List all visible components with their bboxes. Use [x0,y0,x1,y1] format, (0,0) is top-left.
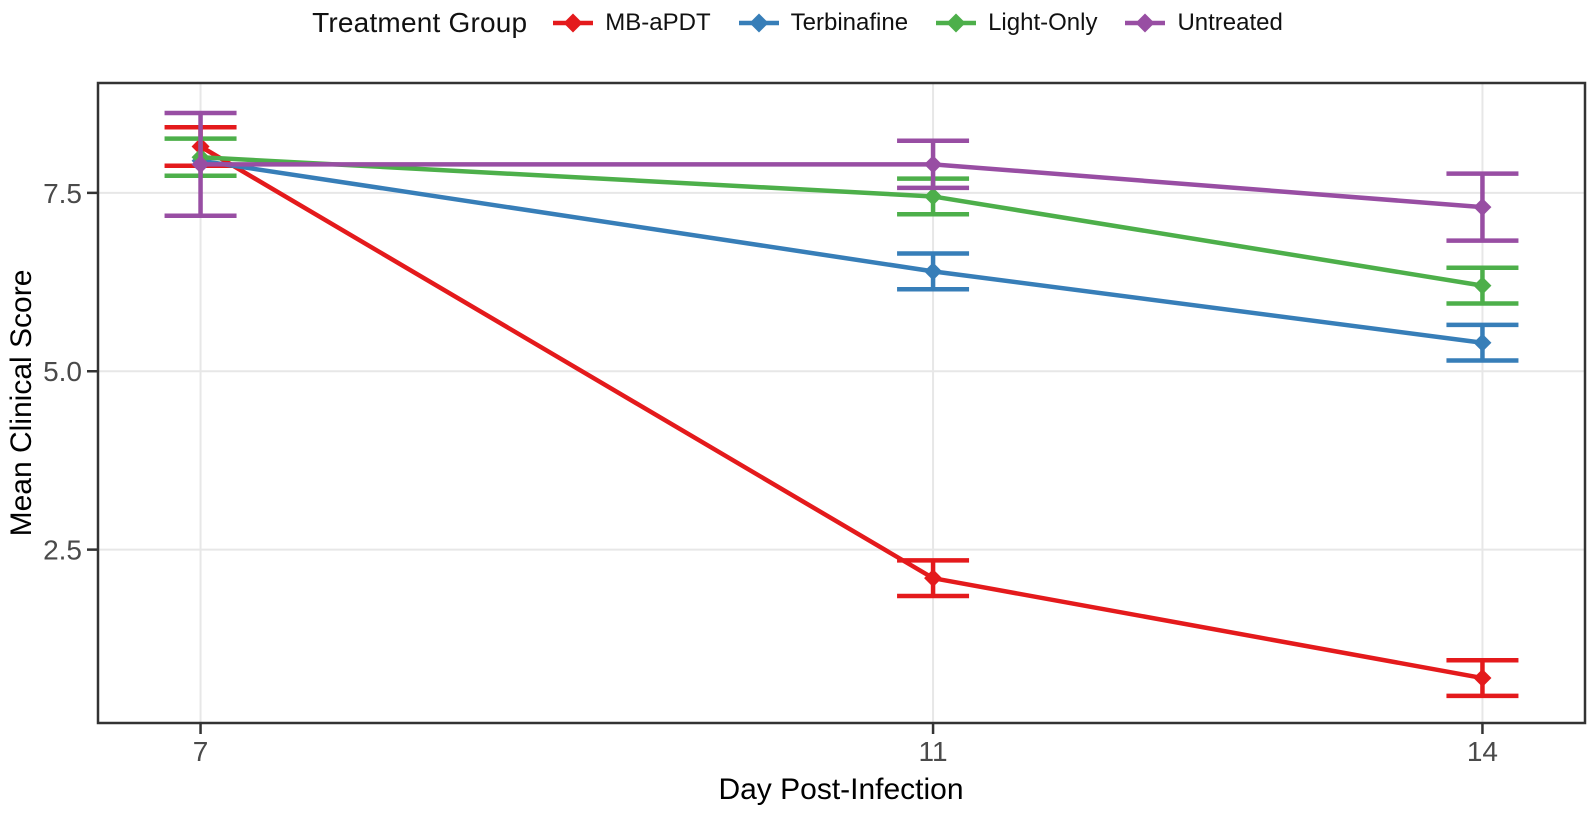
legend-label-terbinafine: Terbinafine [790,9,909,36]
y-tick-label-2.5: 2.5 [43,535,82,566]
data-point-untreated-day7 [191,155,210,174]
legend-item-light-only: Light-Only [934,9,1097,37]
legend-key-icon-mb-apdt [553,13,594,33]
y-tick-label-5.0: 5.0 [43,356,82,387]
legend-key-icon-light-only [936,13,977,33]
data-point-terbinafine-day14 [1473,333,1492,352]
legend-label-mb-apdt: MB-aPDT [605,9,711,36]
legend-item-untreated: Untreated [1123,9,1283,37]
panel-border [96,81,1587,725]
legend-label-light-only: Light-Only [988,9,1098,36]
y-tick-label-7.5: 7.5 [43,178,82,209]
data-point-light-only-day14 [1473,276,1492,295]
legend-label-untreated: Untreated [1177,9,1283,36]
x-axis-title: Day Post-Infection [718,773,963,806]
legend-items: MB-aPDT Terbinafine Light-Only Untreated [551,9,1283,37]
x-tick-label-7: 7 [193,736,209,767]
data-point-terbinafine-day11 [924,262,943,281]
y-axis-title: Mean Clinical Score [5,270,38,537]
data-point-untreated-day11 [924,155,943,174]
legend-key-icon-untreated [1125,13,1166,33]
data-point-light-only-day11 [924,187,943,206]
x-tick-label-11: 11 [919,736,948,767]
legend-item-mb-apdt: MB-aPDT [551,9,711,37]
data-point-mb-apdt-day14 [1473,669,1492,688]
data-point-mb-apdt-day11 [924,569,943,588]
legend-title: Treatment Group [312,7,528,38]
legend: Treatment Group MB-aPDT Terbinafine Light-… [0,0,1595,46]
x-tick-label-14: 14 [1467,736,1498,767]
legend-item-terbinafine: Terbinafine [737,9,908,37]
data-point-untreated-day14 [1473,198,1492,217]
legend-key-icon-terbinafine [738,13,779,33]
